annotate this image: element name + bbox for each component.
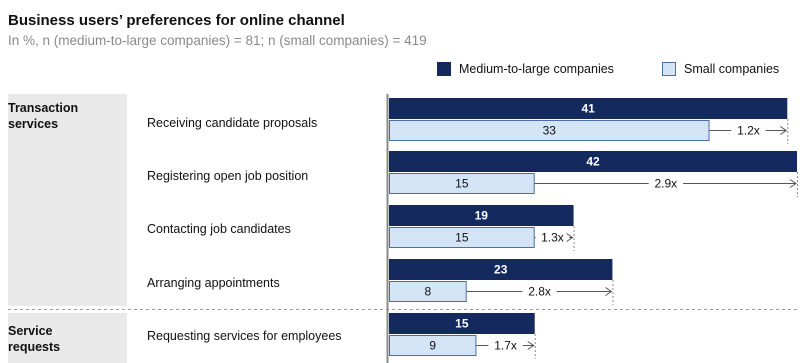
ratio-arrow-head-arranging-appointments (605, 287, 613, 296)
group-panel-transaction (8, 94, 127, 306)
bar-medium-to-large-contacting-job-candidates (389, 205, 574, 226)
legend-swatch-medium-to-large (437, 62, 451, 76)
ratio-label-requesting-services-for-employees: 1.7x (494, 339, 517, 353)
bar-small-arranging-appointments (389, 281, 467, 302)
group-label-transaction-line2: services (8, 117, 59, 131)
bar-value-medium-to-large-requesting-services-for-employees: 15 (455, 317, 469, 331)
bar-value-medium-to-large-contacting-job-candidates: 19 (475, 209, 489, 223)
bar-value-small-contacting-job-candidates: 15 (455, 231, 469, 245)
ratio-arrow-head-registering-open-job-position (789, 179, 797, 188)
ratio-label-registering-open-job-position: 2.9x (655, 177, 678, 191)
bar-medium-to-large-arranging-appointments (389, 259, 613, 280)
bar-value-medium-to-large-arranging-appointments: 23 (494, 263, 508, 277)
ratio-arrow-head-contacting-job-candidates (566, 233, 574, 242)
bar-value-medium-to-large-receiving-candidate-proposals: 41 (581, 102, 595, 116)
legend-swatch-small (662, 62, 676, 76)
bar-value-small-arranging-appointments: 8 (425, 285, 432, 299)
bar-value-small-receiving-candidate-proposals: 33 (543, 124, 557, 138)
legend-label-medium-to-large: Medium-to-large companies (459, 62, 614, 76)
ratio-arrow-head-receiving-candidate-proposals (780, 126, 788, 135)
chart-subtitle: In %, n (medium-to-large companies) = 81… (8, 33, 427, 48)
bar-value-small-registering-open-job-position: 15 (455, 177, 469, 191)
bar-small-contacting-job-candidates (389, 227, 535, 248)
group-panel-service (8, 313, 127, 363)
bar-medium-to-large-receiving-candidate-proposals (389, 98, 788, 119)
bar-small-receiving-candidate-proposals (389, 120, 710, 141)
category-label-contacting-job-candidates: Contacting job candidates (147, 222, 291, 236)
bar-value-medium-to-large-registering-open-job-position: 42 (586, 155, 600, 169)
bar-medium-to-large-registering-open-job-position (389, 151, 797, 172)
ratio-arrow-head-requesting-services-for-employees (527, 341, 535, 350)
category-label-registering-open-job-position: Registering open job position (147, 169, 309, 183)
chart-title: Business users’ preferences for online c… (8, 12, 345, 29)
group-label-transaction: Transaction services (8, 100, 78, 132)
category-label-requesting-services-for-employees: Requesting services for employees (147, 329, 342, 343)
legend-label-small: Small companies (684, 62, 780, 76)
ratio-label-arranging-appointments: 2.8x (528, 285, 551, 299)
group-label-service: Service requests (8, 323, 60, 355)
ratio-label-receiving-candidate-proposals: 1.2x (737, 124, 760, 138)
category-label-arranging-appointments: Arranging appointments (147, 276, 280, 290)
legend-item-small: Small companies (662, 62, 779, 76)
bar-small-requesting-services-for-employees (389, 335, 477, 356)
group-label-service-line2: requests (8, 340, 61, 354)
bar-small-registering-open-job-position (389, 173, 535, 194)
category-label-receiving-candidate-proposals: Receiving candidate proposals (147, 116, 318, 130)
group-label-service-line1: Service (8, 324, 53, 338)
legend-item-medium-to-large: Medium-to-large companies (437, 62, 614, 76)
bar-value-small-requesting-services-for-employees: 9 (429, 339, 436, 353)
bar-medium-to-large-requesting-services-for-employees (389, 313, 535, 334)
group-label-transaction-line1: Transaction (8, 101, 79, 115)
ratio-label-contacting-job-candidates: 1.3x (541, 231, 564, 245)
